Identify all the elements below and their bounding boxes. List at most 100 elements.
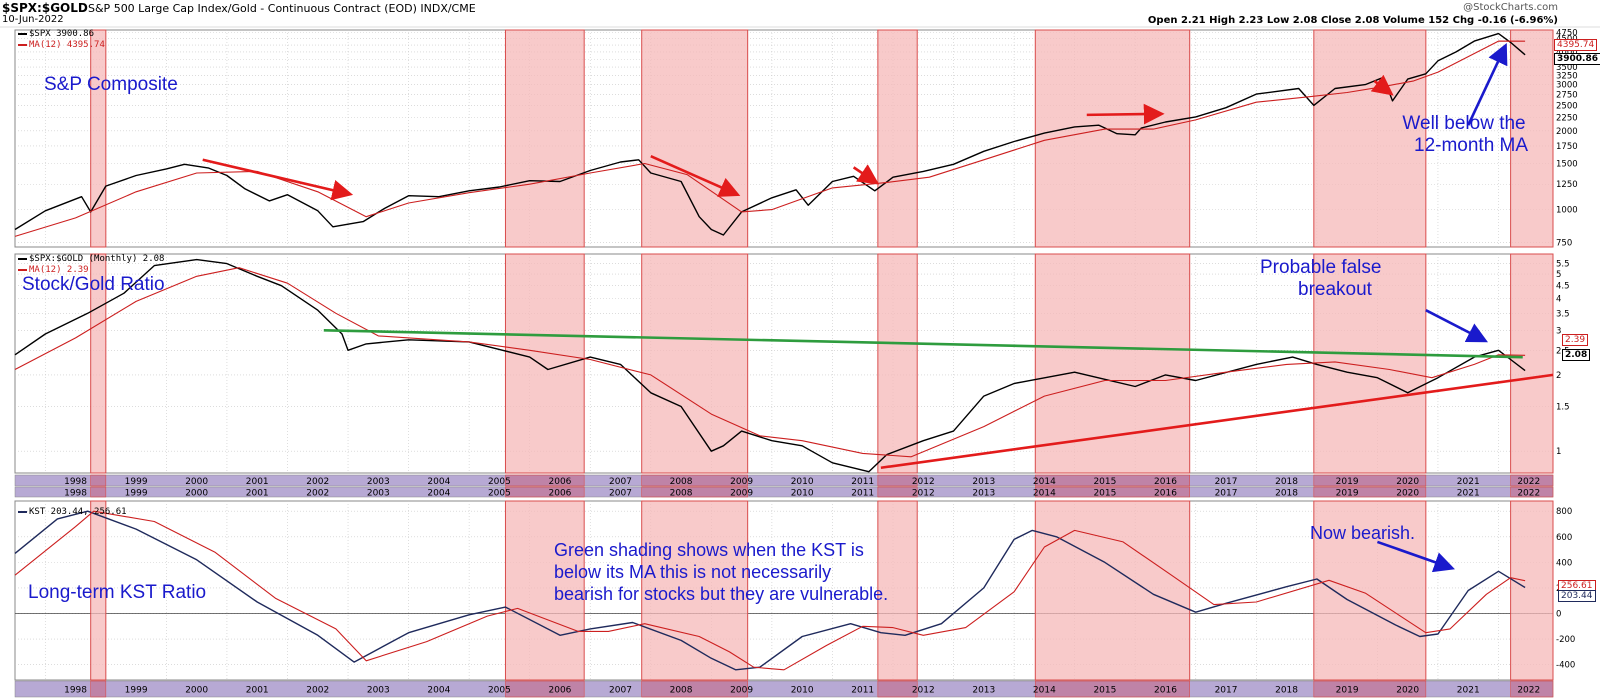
y-tick-label: 3000: [1556, 81, 1578, 91]
x-tick-label-2010: 2010: [791, 477, 814, 487]
x-tick-label-2021: 2021: [1457, 489, 1480, 499]
x-tick-label-2006: 2006: [549, 477, 572, 487]
annotation-arrow-5: [1370, 74, 1394, 96]
shaded-period-1-p1: [90, 29, 107, 248]
x-tick-label-2003: 2003: [367, 489, 390, 499]
legend-p1-line-text: $SPX 3900.86: [29, 29, 95, 39]
date-label: 10-Jun-2022: [2, 14, 64, 25]
x-tick-label-2006: 2006: [549, 489, 572, 499]
value-tag-p3-last: 203.44: [1558, 590, 1596, 602]
trendline-green: [323, 328, 1523, 359]
false-breakout-line2: breakout: [1298, 279, 1372, 300]
x-tick-label-2001: 2001: [246, 489, 269, 499]
shaded-band-1-b2: [90, 486, 107, 498]
well-below-line1: Well below the: [1402, 113, 1526, 134]
green-shading-line2: below its MA this is not necessarily: [554, 562, 832, 582]
shaded-period-7-p1: [1510, 29, 1554, 248]
y-tick-label: 5: [1556, 270, 1561, 280]
value-tag-p2-last: 2.08: [1562, 349, 1591, 361]
y-tick-label: 2000: [1556, 127, 1578, 137]
x-tick-label-2010: 2010: [791, 686, 814, 696]
now-bearish-note: Now bearish.: [1310, 523, 1416, 543]
sp-composite-title: S&P Composite: [44, 74, 178, 95]
y-tick-label: 0: [1556, 610, 1561, 620]
legend-p2-ma-text: MA(12) 2.39: [29, 265, 89, 275]
x-tick-label-2012: 2012: [912, 489, 935, 499]
shaded-period-7-p3: [1510, 500, 1554, 681]
x-tick-label-2022: 2022: [1517, 686, 1540, 696]
shaded-band-5-b1: [1034, 474, 1190, 487]
exchange-text: INDX/CME: [420, 2, 476, 15]
green-shading-line3: bearish for stocks but they are vulnerab…: [554, 584, 889, 604]
shaded-period-7-p2: [1510, 253, 1554, 474]
x-tick-label-2009: 2009: [730, 477, 753, 487]
shaded-band-5-b3: [1034, 680, 1190, 698]
x-tick-label-2022: 2022: [1517, 477, 1540, 487]
shaded-period-6-p1: [1313, 29, 1427, 248]
y-tick-label: 600: [1556, 533, 1572, 543]
x-tick-label-2013: 2013: [972, 489, 995, 499]
x-tick-label-2001: 2001: [246, 477, 269, 487]
x-tick-label-2003: 2003: [367, 686, 390, 696]
x-tick-label-1998: 1998: [64, 477, 87, 487]
y-tick-label: 750: [1556, 238, 1572, 248]
y-tick-label: 3250: [1556, 72, 1578, 82]
x-tick-label-2014: 2014: [1033, 477, 1056, 487]
y-tick-label: 1: [1556, 447, 1561, 457]
y-tick-label: 3500: [1556, 63, 1578, 73]
x-tick-label-2000: 2000: [185, 477, 208, 487]
shaded-period-4-p1: [877, 29, 918, 248]
x-tick-label-2004: 2004: [427, 686, 450, 696]
y-tick-label: 4: [1556, 295, 1561, 305]
y-tick-label: 4750: [1556, 28, 1578, 38]
y-tick-label: 2500: [1556, 101, 1578, 111]
x-tick-label-2008: 2008: [670, 477, 693, 487]
shaded-period-3-p2: [641, 253, 749, 474]
well-below-note: Well below the 12-month MA: [1400, 113, 1528, 157]
x-tick-label-2000: 2000: [185, 489, 208, 499]
x-tick-label-2015: 2015: [1093, 489, 1116, 499]
y-tick-label: -200: [1556, 635, 1575, 645]
description-text: S&P 500 Large Cap Index/Gold - Continuou…: [88, 2, 417, 15]
x-tick-label-2018: 2018: [1275, 477, 1298, 487]
x-tick-label-1998: 1998: [64, 489, 87, 499]
legend-p3: KST 203.44, 256.61: [18, 507, 127, 517]
shaded-band-5-b2: [1034, 486, 1190, 498]
y-tick-label: 2: [1556, 371, 1561, 381]
x-tick-label-1999: 1999: [125, 686, 148, 696]
shaded-band-2-b2: [505, 486, 585, 498]
x-tick-label-2000: 2000: [185, 686, 208, 696]
legend-p2-ma: MA(12) 2.39: [18, 265, 89, 275]
shaded-band-3-b1: [641, 474, 748, 487]
value-tag-p2-ma: 2.39: [1562, 334, 1589, 346]
shaded-band-2-b3: [505, 680, 585, 698]
y-tick-label: 3: [1556, 326, 1561, 336]
shaded-band-7-b3: [1510, 680, 1554, 698]
series-line-p3-ma: [14, 510, 1526, 671]
y-tick-label: 1000: [1556, 206, 1578, 216]
y-tick-label: 800: [1556, 507, 1572, 517]
x-tick-label-2005: 2005: [488, 686, 511, 696]
x-tick-label-2018: 2018: [1275, 686, 1298, 696]
x-tick-label-2019: 2019: [1336, 686, 1359, 696]
y-tick-label: 2250: [1556, 113, 1578, 123]
false-breakout-note: Probable false breakout: [1260, 257, 1381, 301]
x-tick-label-2016: 2016: [1154, 686, 1177, 696]
shaded-period-5-p2: [1034, 253, 1191, 474]
green-shading-line1: Green shading shows when the KST is: [554, 540, 864, 560]
x-tick-label-2004: 2004: [427, 477, 450, 487]
shaded-band-6-b3: [1313, 680, 1427, 698]
watermark: @StockCharts.com: [1463, 2, 1558, 13]
y-tick-label: 5.5: [1556, 260, 1570, 270]
x-tick-label-2007: 2007: [609, 477, 632, 487]
annotation-arrow-6: [1467, 43, 1508, 126]
shaded-band-2-b1: [505, 474, 585, 487]
value-tag-p1-ma: 4395.74: [1554, 39, 1598, 51]
x-tick-label-2017: 2017: [1215, 489, 1238, 499]
y-tick-label: 1500: [1556, 160, 1578, 170]
series-line-p2-main: [14, 258, 1526, 473]
y-tick-label: 4.5: [1556, 282, 1570, 292]
y-tick-label: 2750: [1556, 91, 1578, 101]
x-tick-label-2013: 2013: [972, 477, 995, 487]
